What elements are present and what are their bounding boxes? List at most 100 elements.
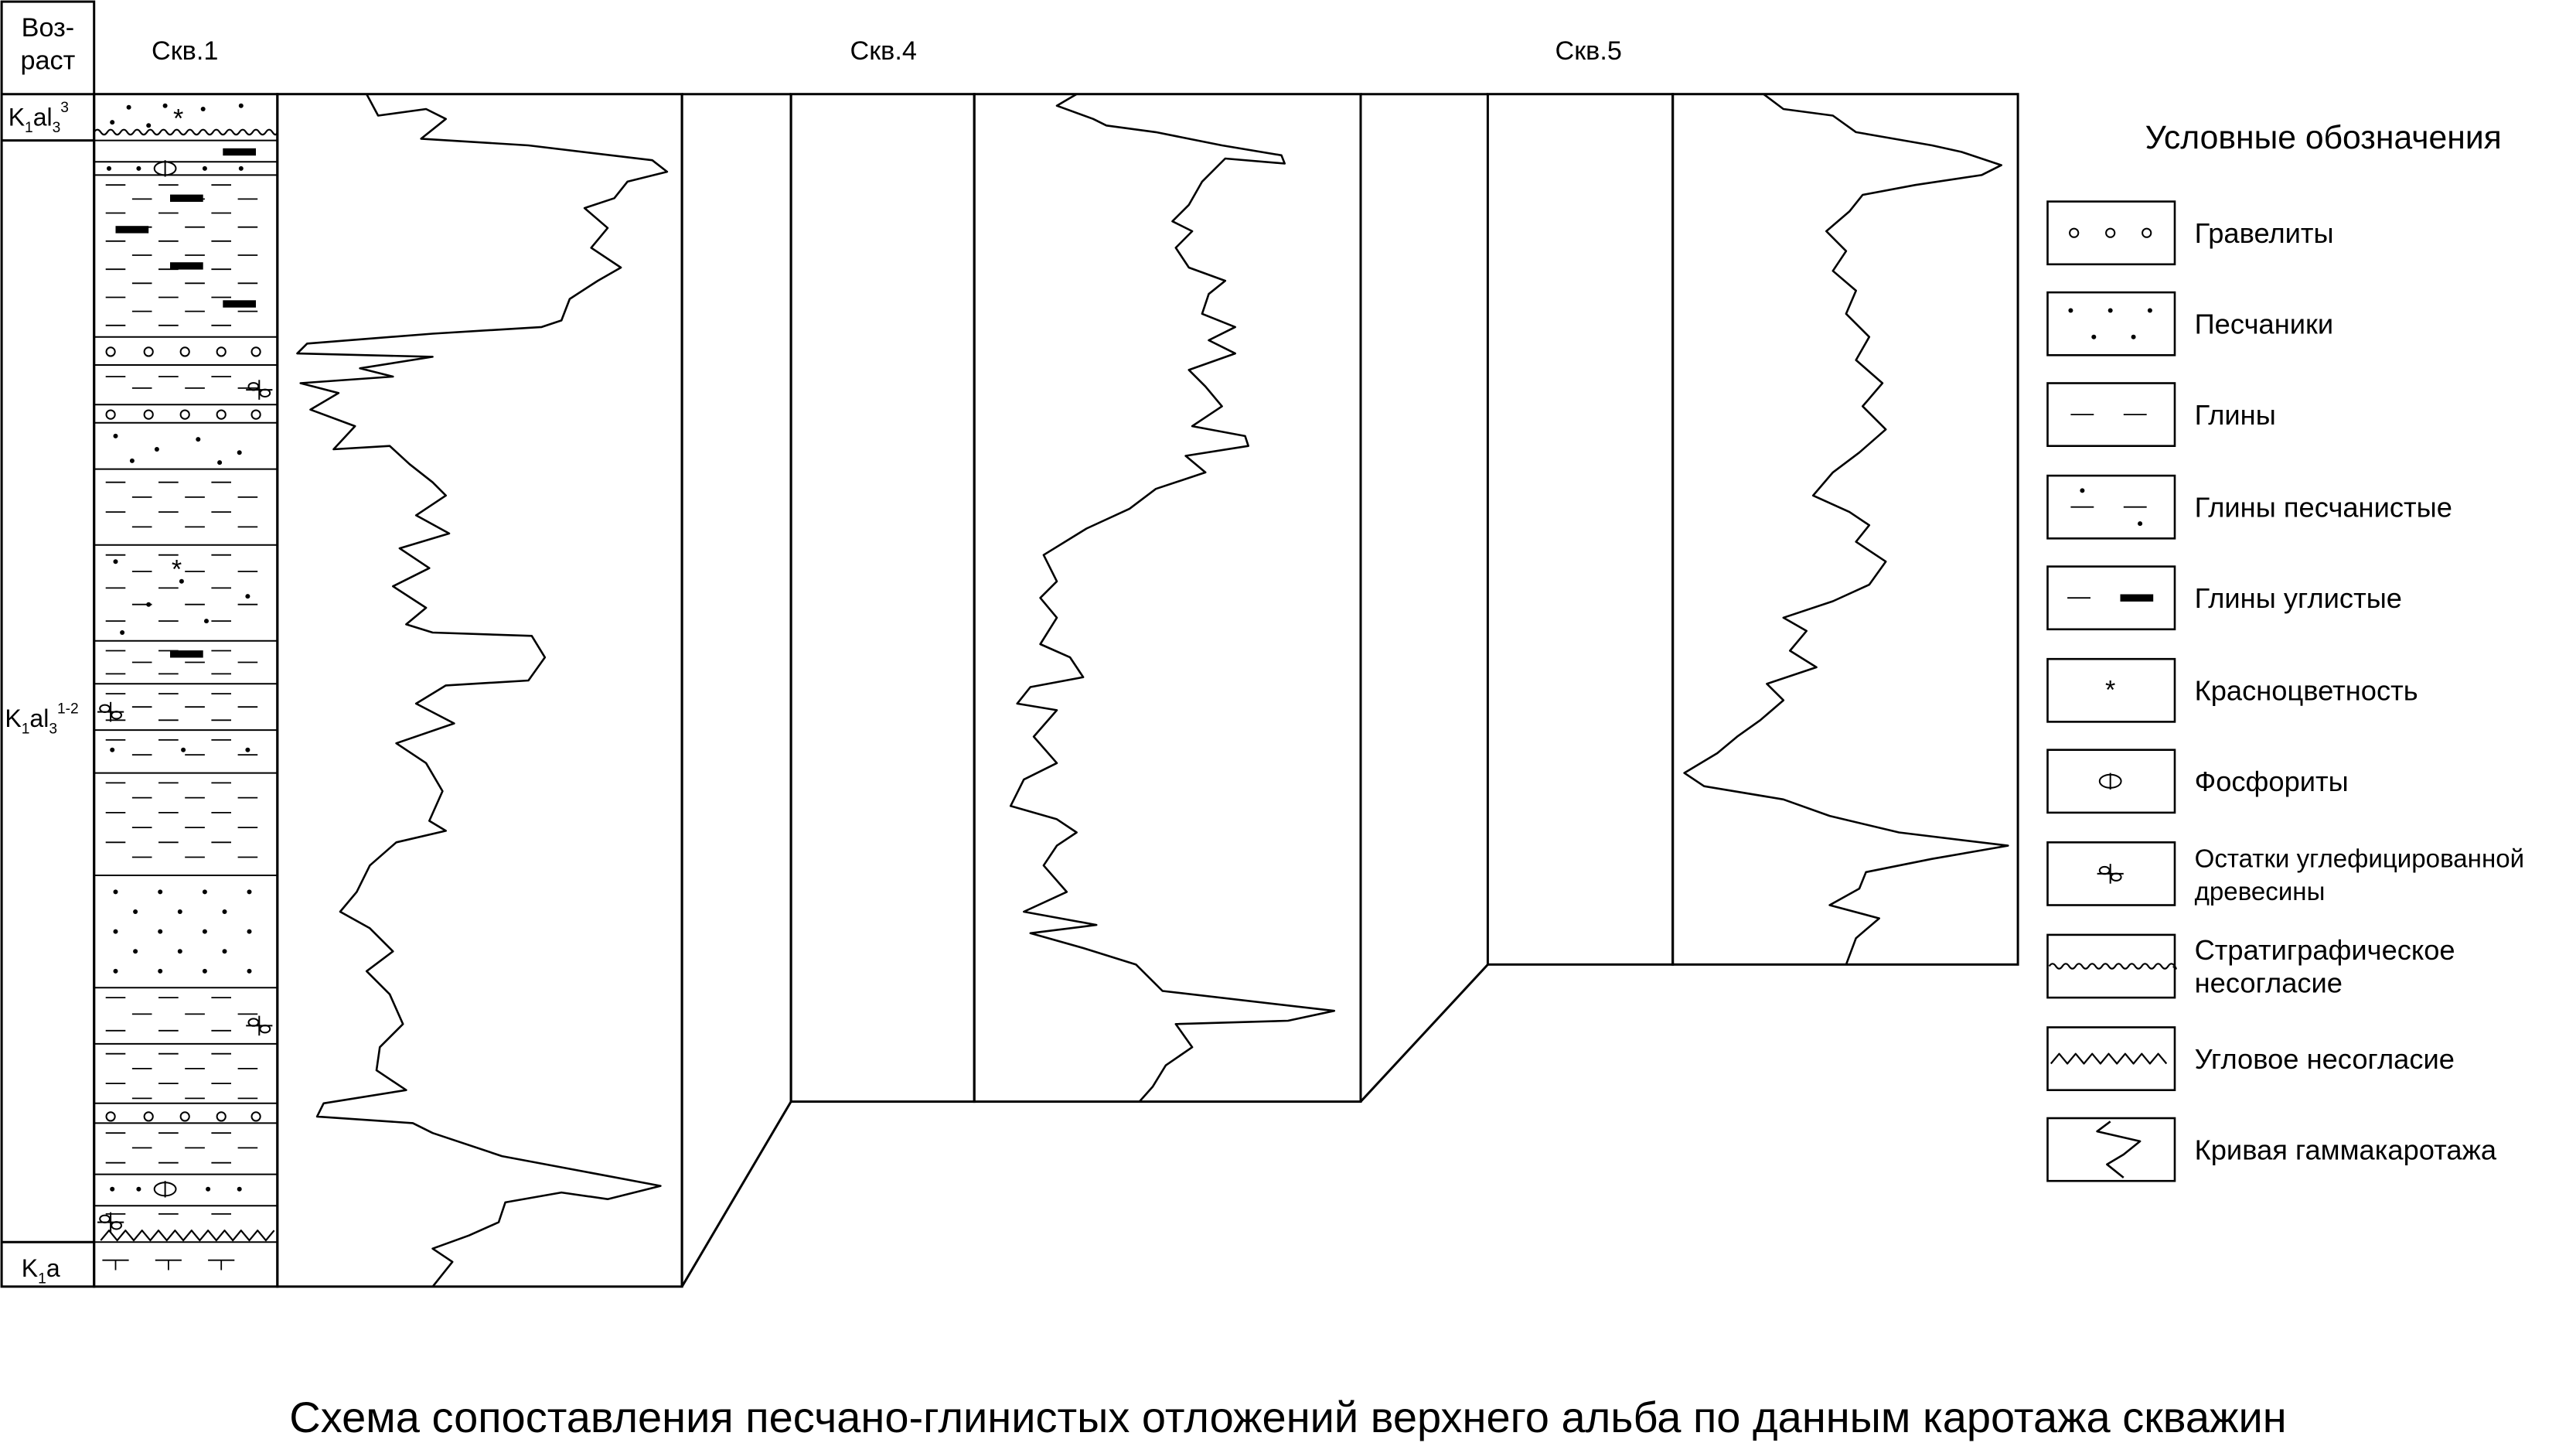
legend-item-coaly-clay: Глины углистые: [2046, 565, 2402, 631]
sand-dot: [202, 968, 207, 974]
red-color-star: *: [173, 104, 183, 134]
legend-swatch: [2046, 749, 2176, 814]
age-label-upper: K1al33: [9, 100, 69, 136]
red-color-star: *: [172, 555, 182, 585]
gamma-curve-symbol: [2096, 1120, 2142, 1178]
age-header-line-1: Воз-: [22, 13, 75, 43]
age-column: K1al33 K1al31-2 K1a: [0, 0, 96, 1288]
well-title: Скв.1: [152, 36, 218, 66]
sand-dot: [110, 1186, 115, 1192]
sand-dot: [113, 559, 118, 564]
well-4-lithology-blank: [789, 93, 976, 1103]
gravel-circle: [179, 409, 190, 420]
sand-dot: [177, 949, 182, 954]
sand-dot: [206, 1186, 211, 1192]
legend-title: Условные обозначения: [2145, 119, 2502, 156]
sand-dot: [204, 619, 209, 624]
coal-bar: [170, 650, 203, 658]
correlation-line: [1359, 964, 1489, 1103]
gravel-circle: [105, 1111, 116, 1122]
legend-label: Стратиграфическое: [2195, 934, 2455, 966]
angular-unconformity: [100, 1230, 275, 1242]
sand-dot: [2091, 334, 2097, 339]
well-4-track-frame: [973, 93, 1362, 1103]
legend-swatch: [2046, 474, 2176, 540]
sand-dot: [113, 433, 118, 438]
age-label-lower: K1a: [22, 1254, 60, 1288]
well-1-track-frame: [276, 93, 683, 1288]
coal-bar: [223, 300, 256, 308]
sand-dot: [245, 594, 250, 599]
sand-dot: [2131, 334, 2136, 339]
age-header-line-2: раст: [21, 46, 76, 76]
legend-item-red: * Красноцветность: [2046, 657, 2418, 723]
figure-caption: Схема сопоставления песчано-глинистых от…: [289, 1393, 2287, 1441]
legend-label: Фосфориты: [2195, 766, 2349, 797]
sand-dot: [2147, 308, 2152, 313]
well-title: Скв.5: [1555, 36, 1622, 66]
legend-label: Глины: [2195, 399, 2276, 431]
red-color-star: *: [2105, 676, 2115, 705]
legend-item-gravel: Гравелиты: [2046, 200, 2334, 266]
sand-dot: [245, 747, 250, 752]
age-column-frame: [0, 0, 96, 1288]
legend-label: Глины песчанистые: [2195, 492, 2452, 524]
legend-swatch: [2046, 382, 2176, 447]
legend-swatch: [2046, 291, 2176, 356]
gravel-circle: [105, 346, 116, 357]
sand-dot: [136, 165, 141, 171]
wood-leaf: [99, 704, 111, 713]
legend-label: несогласие: [2195, 967, 2343, 999]
sand-dot: [158, 968, 163, 974]
gravel-circle: [179, 346, 190, 357]
gravel-circle: [216, 346, 227, 357]
gravel-circle: [250, 1111, 261, 1122]
sand-dot: [247, 889, 252, 895]
sand-dot: [247, 929, 252, 934]
wood-leaf: [259, 1025, 271, 1034]
sand-dot: [2080, 488, 2085, 493]
sand-dot: [196, 437, 201, 442]
sand-dot: [237, 450, 242, 455]
wood-leaf: [111, 1221, 123, 1230]
wood-leaf: [111, 711, 123, 720]
well-1-gamma-track: [276, 93, 683, 1288]
wood-leaf: [247, 1018, 260, 1027]
legend-label: Песчаники: [2195, 309, 2334, 340]
legend-item-wood: Остатки углефицированной древесины: [2046, 841, 2524, 906]
coal-bar: [223, 148, 256, 156]
coal-bar: [115, 226, 149, 234]
sand-dot: [202, 889, 207, 895]
well-title: Скв.4: [850, 36, 917, 66]
well-1-lithology-column: **: [93, 93, 279, 1288]
legend-label: Кривая гаммакаротажа: [2195, 1134, 2497, 1165]
sand-dot: [247, 968, 252, 974]
legend-item-clay: Глины: [2046, 382, 2276, 447]
sand-dot: [238, 165, 244, 171]
coal-bar: [2120, 594, 2154, 602]
sand-dot: [237, 1186, 242, 1192]
sand-dot: [158, 929, 163, 934]
gravel-circle: [2105, 227, 2116, 238]
legend-item-sandy-clay: Глины песчанистые: [2046, 474, 2452, 540]
column-header: Воз-раст Скв.1 Скв.4 Скв.5: [21, 13, 1622, 76]
sand-dot: [162, 103, 168, 108]
legend-swatch: [2046, 565, 2176, 631]
legend-label: Глины углистые: [2195, 582, 2402, 614]
sand-dot: [2068, 308, 2073, 313]
sand-dot: [146, 602, 152, 607]
correlation-line: [680, 1100, 792, 1288]
well-5-track-frame: [1671, 93, 2019, 966]
sand-dot: [107, 165, 111, 171]
legend-swatch: [2046, 841, 2176, 906]
sand-dot: [154, 447, 159, 452]
sand-dot: [2107, 308, 2113, 313]
gravel-circle: [105, 409, 116, 420]
legend-item-sand: Песчаники: [2046, 291, 2334, 356]
sand-dot: [113, 929, 118, 934]
legend-item-phosphorite: Фосфориты: [2046, 749, 2349, 814]
gravel-circle: [2142, 227, 2152, 238]
legend-swatch: [2046, 1117, 2176, 1182]
gravel-circle: [216, 1111, 227, 1122]
gravel-circle: [143, 346, 154, 357]
